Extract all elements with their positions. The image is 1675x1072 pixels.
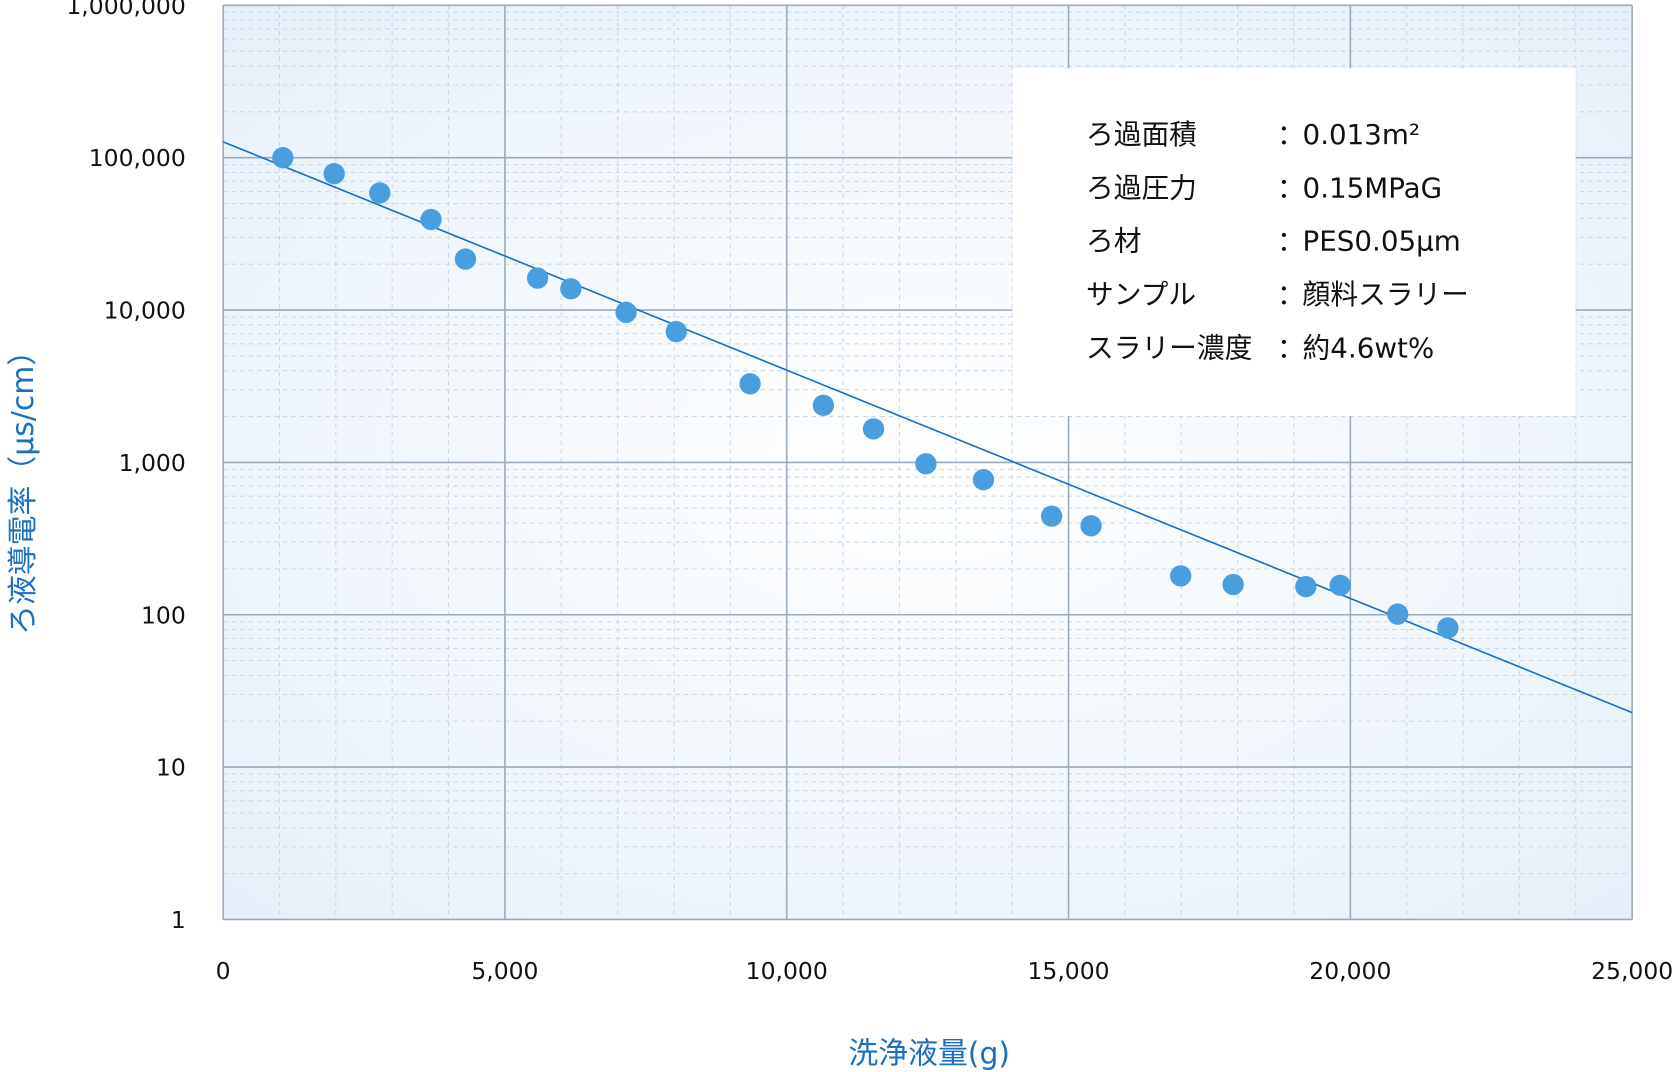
data-point (560, 278, 582, 300)
info-label: サンプル (1086, 278, 1196, 311)
data-points (272, 147, 1459, 639)
data-point (420, 208, 442, 231)
info-value: PES0.05μm (1303, 225, 1461, 258)
info-value: 0.15MPaG (1303, 171, 1443, 204)
data-point (739, 373, 761, 395)
data-point (369, 182, 391, 204)
data-point (323, 163, 345, 185)
info-separator: ： (1277, 171, 1305, 204)
data-point (1222, 573, 1244, 596)
y-tick-label: 1,000,000 (66, 0, 185, 20)
y-tick-label: 100,000 (89, 144, 186, 172)
info-separator: ： (1277, 278, 1305, 311)
info-separator: ： (1277, 118, 1305, 151)
data-point (1080, 515, 1102, 537)
y-tick-label: 1,000 (119, 449, 186, 477)
data-point (454, 248, 477, 270)
x-tick-label: 0 (216, 957, 231, 985)
x-tick-label: 25,000 (1591, 957, 1673, 985)
x-axis-label: 洗浄液量(g) (848, 1036, 1010, 1071)
x-tick-labels: 0 5,000 10,000 15,000 20,000 25,000 (216, 957, 1674, 985)
info-value: 0.013m² (1303, 118, 1420, 151)
x-tick-label: 10,000 (746, 957, 828, 985)
data-point (915, 453, 937, 475)
info-separator: ： (1277, 225, 1305, 258)
x-tick-label: 15,000 (1028, 957, 1110, 985)
info-separator: ： (1277, 331, 1305, 364)
y-tick-label: 100 (141, 601, 186, 629)
data-point (862, 418, 885, 440)
data-point (1387, 603, 1409, 625)
info-value: 約4.6wt% (1303, 331, 1435, 364)
x-tick-label: 20,000 (1309, 957, 1391, 985)
data-point (812, 394, 835, 416)
data-point (272, 147, 294, 169)
info-label: ろ材 (1086, 225, 1141, 258)
y-axis-label: ろ液導電率（μs/cm） (6, 336, 41, 635)
data-point (665, 320, 687, 343)
data-point (1295, 575, 1317, 598)
info-value: 顔料スラリー (1303, 278, 1469, 311)
x-tick-label: 5,000 (471, 957, 538, 985)
data-point (615, 301, 637, 323)
y-tick-label: 10,000 (104, 297, 186, 325)
y-tick-label: 10 (156, 754, 186, 782)
info-label: スラリー濃度 (1086, 331, 1252, 364)
data-point (1040, 505, 1063, 527)
info-label: ろ過面積 (1086, 118, 1197, 151)
info-label: ろ過圧力 (1086, 171, 1197, 204)
y-tick-labels: 1 10 100 1,000 10,000 100,000 1,000,000 (66, 0, 185, 934)
data-point (1170, 565, 1192, 587)
data-point (526, 267, 549, 289)
data-point (972, 469, 995, 491)
data-point (1437, 617, 1459, 639)
y-tick-label: 1 (171, 906, 186, 934)
data-point (1329, 574, 1351, 596)
